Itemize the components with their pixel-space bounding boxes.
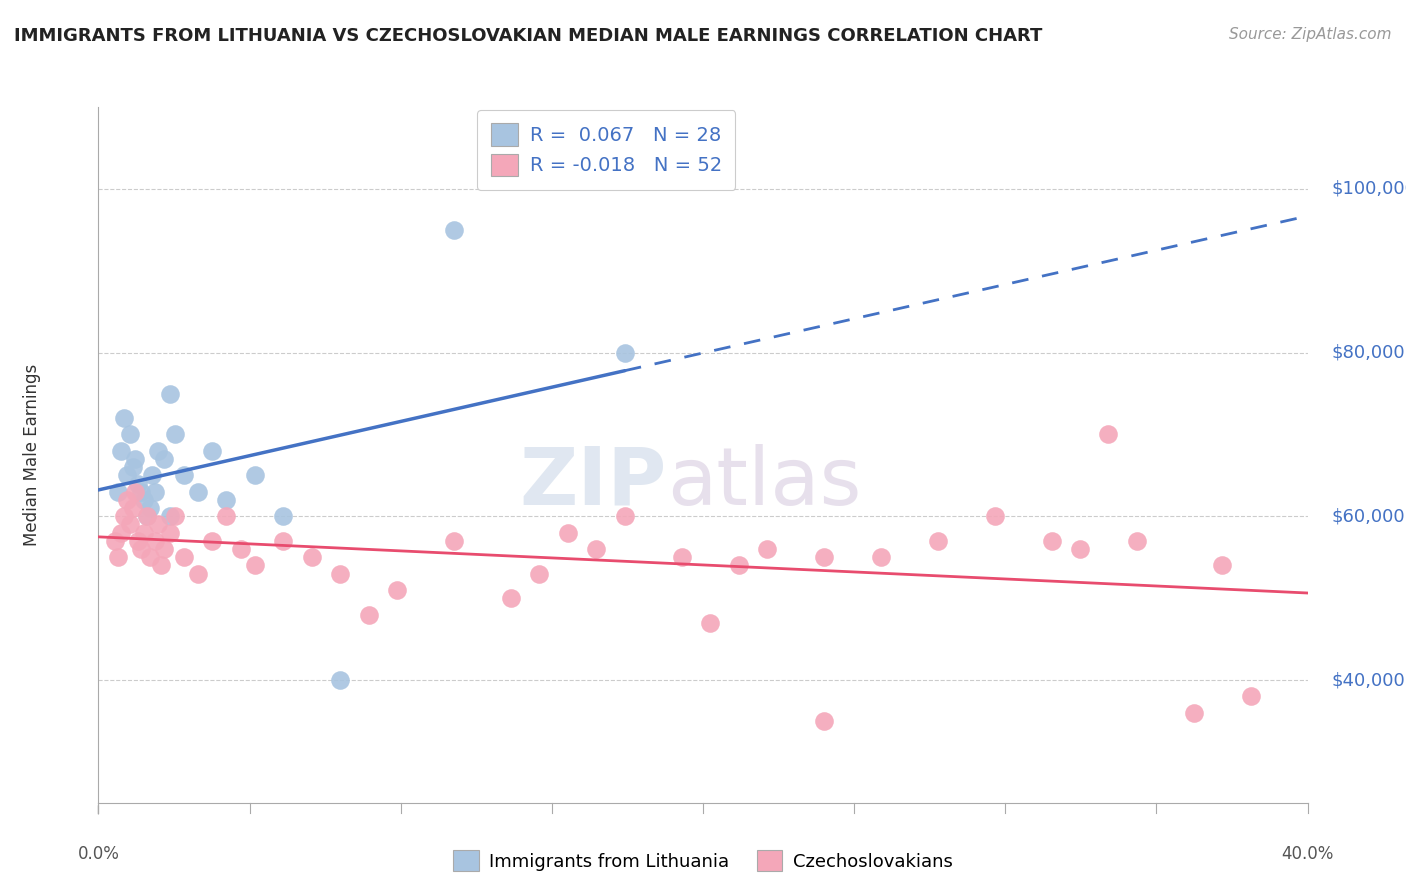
Point — [146, 517, 169, 532]
Point — [107, 484, 129, 499]
Point — [143, 533, 166, 548]
Point — [443, 223, 465, 237]
Point — [153, 542, 176, 557]
Point — [529, 566, 551, 581]
Point — [613, 345, 636, 359]
Point — [585, 542, 607, 557]
Point — [1097, 427, 1119, 442]
Point — [138, 501, 160, 516]
Point — [127, 533, 149, 548]
Point — [1040, 533, 1063, 548]
Point — [153, 452, 176, 467]
Text: Median Male Earnings: Median Male Earnings — [22, 364, 41, 546]
Point — [1126, 533, 1149, 548]
Point — [273, 533, 295, 548]
Point — [301, 550, 323, 565]
Point — [727, 558, 749, 573]
Text: $40,000: $40,000 — [1331, 671, 1406, 689]
Point — [104, 533, 127, 548]
Point — [124, 484, 146, 499]
Point — [121, 460, 143, 475]
Point — [115, 492, 138, 507]
Point — [141, 468, 163, 483]
Point — [983, 509, 1005, 524]
Point — [146, 443, 169, 458]
Text: Source: ZipAtlas.com: Source: ZipAtlas.com — [1229, 27, 1392, 42]
Point — [132, 492, 155, 507]
Point — [671, 550, 693, 565]
Point — [813, 714, 835, 728]
Text: 40.0%: 40.0% — [1281, 845, 1334, 863]
Point — [215, 509, 238, 524]
Point — [1211, 558, 1233, 573]
Point — [165, 427, 187, 442]
Point — [129, 542, 152, 557]
Point — [201, 533, 224, 548]
Point — [229, 542, 252, 557]
Text: $60,000: $60,000 — [1331, 508, 1406, 525]
Point — [110, 443, 132, 458]
Point — [110, 525, 132, 540]
Point — [173, 468, 195, 483]
Point — [132, 525, 155, 540]
Point — [357, 607, 380, 622]
Point — [107, 550, 129, 565]
Point — [443, 533, 465, 548]
Point — [557, 525, 579, 540]
Text: IMMIGRANTS FROM LITHUANIA VS CZECHOSLOVAKIAN MEDIAN MALE EARNINGS CORRELATION CH: IMMIGRANTS FROM LITHUANIA VS CZECHOSLOVA… — [14, 27, 1042, 45]
Text: atlas: atlas — [666, 443, 860, 522]
Point — [112, 509, 135, 524]
Point — [135, 509, 157, 524]
Point — [1069, 542, 1091, 557]
Point — [118, 427, 141, 442]
Point — [813, 550, 835, 565]
Text: ZIP: ZIP — [519, 443, 666, 522]
Point — [215, 492, 238, 507]
Point — [499, 591, 522, 606]
Text: 0.0%: 0.0% — [77, 845, 120, 863]
Text: $100,000: $100,000 — [1331, 180, 1406, 198]
Point — [129, 484, 152, 499]
Point — [138, 550, 160, 565]
Point — [165, 509, 187, 524]
Point — [121, 501, 143, 516]
Point — [115, 468, 138, 483]
Point — [143, 484, 166, 499]
Point — [329, 566, 352, 581]
Point — [124, 452, 146, 467]
Point — [159, 525, 181, 540]
Point — [385, 582, 408, 597]
Point — [187, 566, 209, 581]
Point — [159, 386, 181, 401]
Legend: R =  0.067   N = 28, R = -0.018   N = 52: R = 0.067 N = 28, R = -0.018 N = 52 — [477, 110, 735, 190]
Point — [243, 468, 266, 483]
Point — [243, 558, 266, 573]
Point — [118, 517, 141, 532]
Point — [1240, 690, 1263, 704]
Point — [869, 550, 891, 565]
Point — [187, 484, 209, 499]
Point — [329, 673, 352, 687]
Point — [613, 509, 636, 524]
Point — [112, 411, 135, 425]
Point — [201, 443, 224, 458]
Point — [927, 533, 949, 548]
Legend: Immigrants from Lithuania, Czechoslovakians: Immigrants from Lithuania, Czechoslovaki… — [446, 843, 960, 879]
Point — [150, 558, 173, 573]
Point — [127, 476, 149, 491]
Point — [273, 509, 295, 524]
Point — [1182, 706, 1205, 720]
Point — [135, 509, 157, 524]
Text: $80,000: $80,000 — [1331, 343, 1406, 361]
Point — [699, 615, 721, 630]
Point — [159, 509, 181, 524]
Point — [173, 550, 195, 565]
Point — [756, 542, 779, 557]
